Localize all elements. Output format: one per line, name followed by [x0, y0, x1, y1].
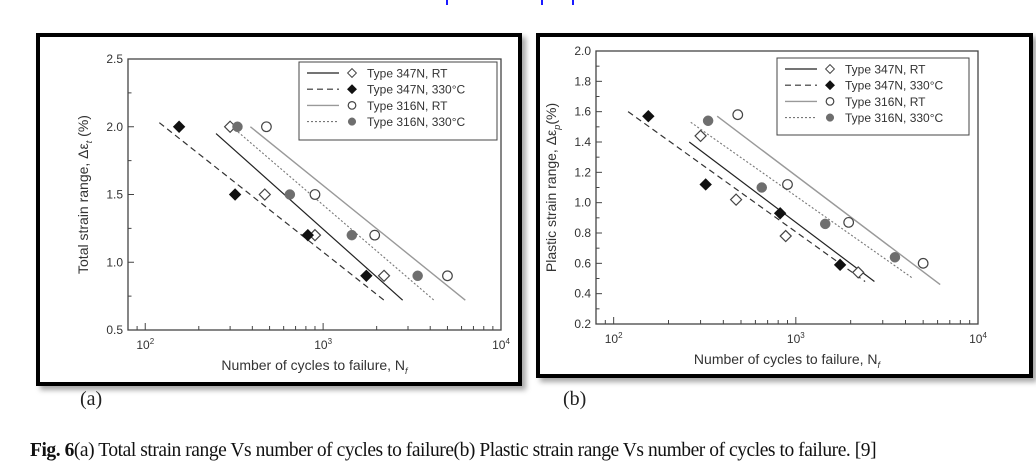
x-tick-label: 104: [969, 331, 987, 346]
top-mark: [541, 0, 543, 5]
legend-marker-icon: [825, 80, 835, 91]
data-point-filled-diamond: [773, 207, 787, 220]
legend-marker-icon: [346, 67, 358, 79]
legend-marker-icon: [824, 63, 836, 75]
top-mark: [446, 0, 448, 5]
x-tick-label: 102: [136, 337, 154, 352]
legend-label: Type 316N, 330°C: [367, 115, 466, 129]
y-tick-label: 2.5: [106, 52, 123, 66]
top-edge-marks: [0, 0, 1036, 6]
caption-fig-label: Fig. 6: [30, 440, 74, 461]
fit-line-3: [249, 126, 466, 301]
figure-caption: Fig. 6(a) Total strain range Vs number o…: [30, 440, 877, 462]
legend-marker-icon: [347, 84, 357, 95]
x-axis-label: Number of cycles to failure, Nf: [694, 351, 882, 370]
y-tick-label: 1.2: [574, 165, 591, 179]
x-tick-label: 103: [787, 331, 805, 346]
y-tick-label: 0.6: [574, 256, 591, 270]
data-point-open-circle: [309, 189, 321, 200]
legend-label: Type 347N, RT: [845, 63, 926, 77]
y-tick-label: 1.6: [574, 105, 591, 119]
data-point-filled-circle: [889, 252, 901, 263]
data-point-filled-circle: [232, 121, 243, 132]
panel-label-a: (a): [80, 388, 103, 410]
fit-line-4: [690, 121, 914, 279]
fit-line-1: [215, 133, 404, 301]
caption-text: (a) Total strain range Vs number of cycl…: [73, 440, 877, 461]
data-point-open-diamond: [779, 229, 793, 243]
legend-label: Type 347N, RT: [367, 67, 448, 81]
y-tick-label: 1.0: [574, 196, 591, 210]
data-point-open-circle: [732, 109, 744, 121]
fit-line-2: [627, 111, 866, 283]
legend-marker-icon: [825, 113, 835, 122]
x-axis-label: Number of cycles to failure, Nf: [221, 357, 409, 376]
y-tick-label: 0.5: [106, 323, 123, 337]
legend-marker-icon: [347, 100, 357, 110]
data-point-filled-diamond: [360, 269, 373, 283]
data-point-filled-diamond: [642, 110, 655, 123]
data-point-open-diamond: [851, 266, 865, 279]
data-point-open-circle: [917, 257, 929, 269]
data-point-open-circle: [843, 216, 855, 228]
y-tick-label: 0.8: [574, 226, 591, 240]
fit-line-3: [716, 115, 941, 286]
data-point-filled-circle: [756, 182, 767, 193]
data-point-open-circle: [782, 179, 793, 190]
legend-box: [776, 57, 970, 136]
data-point-open-diamond: [694, 129, 707, 143]
data-point-open-diamond: [377, 269, 391, 283]
data-point-filled-diamond: [699, 178, 712, 191]
y-tick-label: 1.8: [574, 74, 591, 88]
data-point-filled-circle: [702, 115, 714, 127]
y-tick-label: 0.4: [574, 287, 591, 301]
x-tick-label: 104: [492, 337, 510, 352]
y-axis-label: Plastic strain range, Δεp(%): [543, 103, 562, 272]
data-point-filled-circle: [819, 218, 831, 230]
legend-label: Type 316N, RT: [367, 99, 448, 113]
top-mark: [572, 0, 574, 5]
data-point-open-circle: [369, 229, 381, 241]
y-tick-label: 1.4: [574, 135, 591, 149]
data-point-open-diamond: [729, 193, 743, 206]
panel-label-b: (b): [563, 388, 587, 410]
data-point-filled-circle: [284, 189, 296, 200]
y-tick-label: 0.2: [574, 317, 591, 331]
y-tick-label: 1.0: [106, 255, 123, 269]
data-point-filled-diamond: [833, 258, 847, 272]
x-tick-label: 102: [605, 331, 623, 346]
data-point-open-diamond: [258, 188, 272, 201]
data-point-filled-diamond: [228, 188, 242, 201]
legend-box: [298, 61, 498, 141]
legend-label: Type 316N, RT: [845, 95, 926, 109]
legend-label: Type 347N, 330°C: [367, 83, 466, 97]
legend-label: Type 316N, 330°C: [845, 111, 944, 125]
x-tick-label: 103: [314, 337, 332, 352]
data-point-open-circle: [442, 270, 453, 282]
data-point-filled-circle: [412, 270, 423, 282]
y-tick-label: 2.0: [106, 120, 123, 134]
fit-line-4: [228, 123, 435, 301]
data-point-open-circle: [261, 121, 272, 133]
legend-label: Type 347N, 330°C: [845, 79, 944, 93]
data-point-filled-diamond: [301, 228, 314, 242]
y-axis-label: Total strain range, Δεt (%): [75, 115, 94, 274]
legend-marker-icon: [347, 117, 357, 126]
data-point-filled-circle: [346, 229, 358, 241]
y-tick-label: 1.5: [106, 188, 123, 202]
legend-marker-icon: [825, 96, 835, 106]
data-point-filled-diamond: [172, 120, 186, 133]
fit-line-2: [158, 122, 385, 301]
y-tick-label: 2.0: [574, 44, 591, 58]
